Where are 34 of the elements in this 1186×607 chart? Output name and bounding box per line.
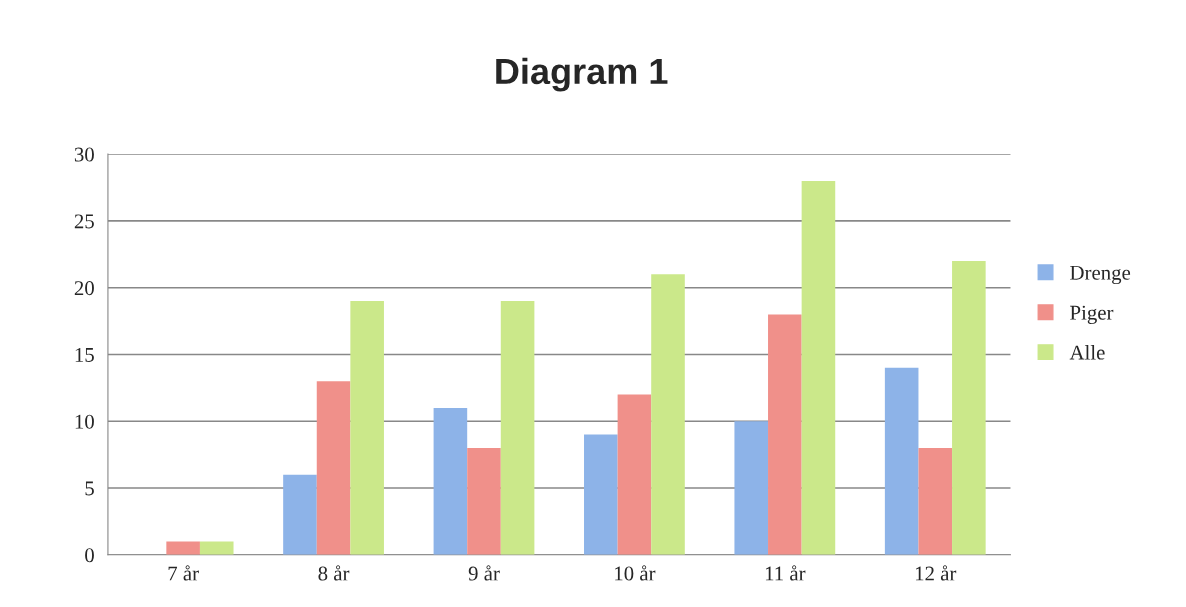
- bar: [768, 314, 802, 555]
- x-tick-label: 9 år: [468, 565, 500, 581]
- bar: [884, 367, 919, 555]
- x-tick-label: 8 år: [318, 565, 350, 581]
- legend-label: Alle: [1069, 344, 1105, 360]
- bar: [801, 180, 836, 555]
- bar: [584, 434, 618, 555]
- bar: [467, 447, 501, 555]
- chart-title: Diagram 1: [496, 57, 668, 92]
- bar: [952, 261, 986, 555]
- bar: [918, 447, 953, 555]
- bar: [651, 274, 685, 555]
- y-tick-label: 10: [75, 414, 94, 429]
- legend-label: Piger: [1070, 305, 1114, 324]
- x-tick-label: 11 år: [765, 565, 806, 581]
- y-tick-label: 20: [74, 281, 94, 296]
- x-tick-label: 7 år: [168, 565, 199, 581]
- y-tick-label: 25: [74, 214, 94, 229]
- bar: [350, 301, 384, 555]
- bar: [283, 474, 317, 555]
- bar: [734, 421, 769, 555]
- bar: [500, 301, 535, 555]
- y-tick-label: 30: [74, 147, 94, 162]
- y-tick-label: 5: [85, 481, 94, 496]
- bar: [617, 394, 652, 555]
- x-tick-label: 10 år: [615, 565, 656, 581]
- legend-label: Drenge: [1070, 265, 1131, 285]
- bar: [316, 381, 351, 555]
- bar: [433, 407, 468, 555]
- x-tick-label: 12 år: [915, 565, 957, 581]
- bar: [199, 541, 234, 555]
- y-tick-label: 0: [85, 548, 94, 563]
- bar: [166, 541, 200, 555]
- y-tick-label: 15: [75, 347, 94, 362]
